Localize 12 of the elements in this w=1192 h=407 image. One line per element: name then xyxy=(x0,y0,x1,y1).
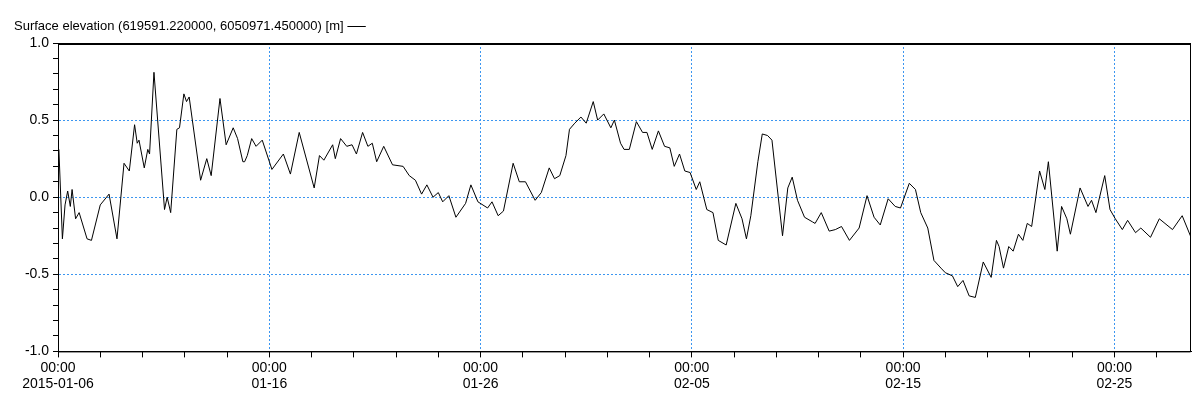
y-tick-label: -1.0 xyxy=(24,342,50,359)
x-tick-label: 00:00 02-05 xyxy=(673,358,710,392)
x-tick-label: 00:00 01-16 xyxy=(251,358,288,392)
y-tick-label: -0.5 xyxy=(24,265,50,282)
x-tick-label: 00:00 02-15 xyxy=(885,358,922,392)
legend-label: Surface elevation (619591.220000, 6050971.450000) [m] xyxy=(13,18,344,34)
y-tick-label: 0.0 xyxy=(29,188,50,205)
x-tick-label: 00:00 02-25 xyxy=(1096,358,1133,392)
y-tick-label: 1.0 xyxy=(29,33,50,50)
x-tick-label: 00:00 2015-01-06 xyxy=(22,358,95,392)
x-tick-label: 00:00 01-26 xyxy=(462,358,499,392)
y-tick-label: 0.5 xyxy=(29,110,50,127)
